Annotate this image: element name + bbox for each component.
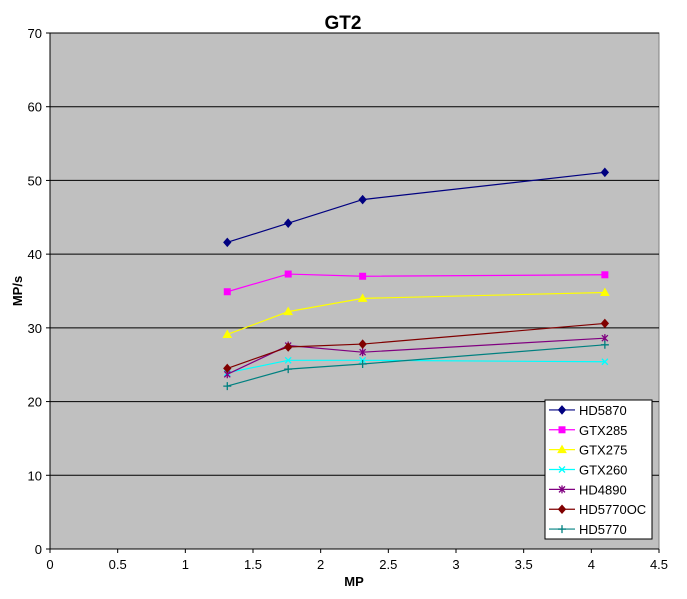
legend-marker-hd4890: [558, 485, 566, 494]
x-tick-label-3: 1.5: [244, 557, 262, 572]
series-line-gtx260: [227, 359, 605, 374]
legend-marker-gtx260: [558, 466, 566, 473]
x-tick-label-6: 3: [452, 557, 459, 572]
y-axis-title: MP/s: [10, 276, 25, 306]
legend-label-gtx260: GTX260: [579, 463, 627, 478]
data-point-gtx285-1: [284, 270, 292, 278]
data-point-hd5770oc-1: [284, 342, 293, 352]
legend-marker-hd5770oc: [557, 504, 567, 514]
data-point-hd5770-3: [600, 340, 609, 349]
data-point-hd5770oc-0: [223, 363, 232, 374]
data-point-gtx260-3: [601, 358, 609, 366]
data-point-gtx275-0: [222, 329, 233, 338]
y-tick-label-2: 20: [28, 395, 42, 410]
data-point-gtx260-1: [284, 356, 292, 364]
series-line-hd5870: [227, 171, 605, 243]
legend-label-hd4890: HD4890: [579, 482, 627, 497]
series-line-hd5770oc: [227, 322, 605, 369]
x-tick-label-4: 2: [317, 557, 324, 572]
legend-label-hd5770: HD5770: [579, 522, 627, 537]
x-tick-label-5: 2.5: [379, 557, 397, 572]
legend: HD5870 GTX285 GTX275 GTX260 HD4890 HD5770OC HD…: [544, 399, 653, 540]
x-tick-label-1: 0.5: [109, 557, 127, 572]
series-line-hd4890: [227, 337, 605, 375]
series-line-gtx275: [227, 291, 605, 336]
legend-marker-gtx275: [557, 444, 567, 454]
data-point-gtx275-1: [283, 306, 294, 316]
x-tick-label-8: 4: [588, 557, 595, 572]
series-line-gtx285: [227, 273, 605, 293]
data-point-hd5870-2: [358, 194, 367, 205]
data-point-hd4890-2: [359, 348, 367, 357]
x-tick-label-9: 4.5: [650, 557, 668, 572]
data-point-gtx275-2: [357, 293, 368, 302]
data-point-gtx285-3: [601, 271, 609, 279]
chart-title: GT2: [325, 13, 362, 34]
legend-marker-hd5770: [558, 525, 566, 534]
data-point-gtx285-0: [223, 288, 231, 296]
x-tick-label-0: 0: [46, 557, 53, 572]
legend-label-gtx275: GTX275: [579, 443, 627, 458]
y-tick-label-6: 60: [28, 100, 42, 115]
data-point-hd5870-0: [223, 237, 232, 248]
legend-label-hd5870: HD5870: [579, 403, 627, 418]
y-tick-label-4: 40: [28, 247, 42, 262]
data-point-hd5770-2: [358, 359, 367, 368]
legend-marker-gtx285: [558, 426, 566, 434]
y-tick-label-5: 50: [28, 173, 42, 188]
series-line-hd5770: [227, 344, 605, 387]
y-tick-label-1: 10: [28, 468, 42, 483]
legend-label-hd5770oc: HD5770OC: [579, 502, 646, 517]
data-point-gtx275-3: [600, 287, 610, 296]
data-point-gtx285-2: [359, 272, 367, 280]
data-point-hd5770-0: [223, 382, 232, 391]
x-axis-title: MP: [344, 574, 364, 589]
y-tick-label-0: 0: [35, 542, 42, 557]
data-point-hd5870-1: [284, 218, 293, 228]
data-point-hd5770oc-2: [358, 339, 367, 349]
x-tick-label-7: 3.5: [515, 557, 533, 572]
x-tick-label-2: 1: [182, 557, 189, 572]
data-point-hd5770-1: [284, 365, 293, 374]
data-point-hd5770oc-3: [600, 318, 610, 329]
y-tick-label-3: 30: [28, 321, 42, 336]
legend-label-gtx285: GTX285: [579, 423, 627, 438]
legend-marker-hd5870: [557, 405, 567, 415]
data-point-hd5870-3: [600, 167, 610, 178]
y-tick-label-7: 70: [28, 26, 42, 41]
